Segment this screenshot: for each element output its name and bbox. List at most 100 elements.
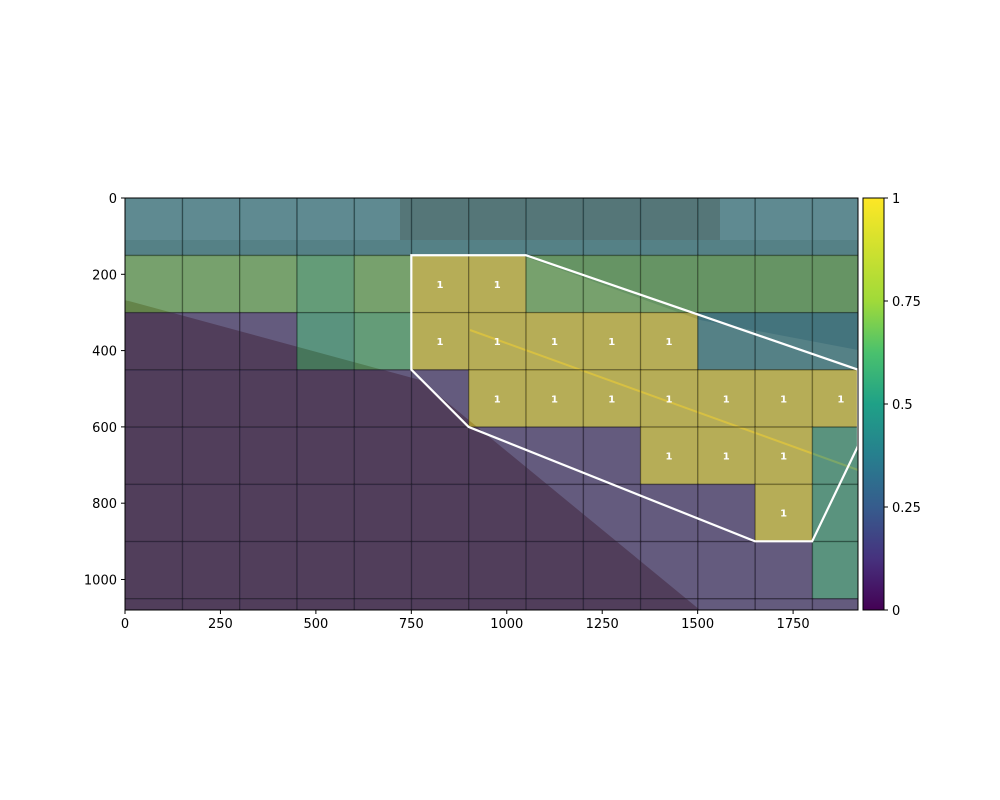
heatmap-cell [239, 540, 298, 600]
cell-label: 1 [608, 394, 615, 405]
photo-grass-slope [125, 300, 700, 610]
heatmap-cell [353, 426, 413, 486]
cell-label: 1 [837, 394, 844, 405]
heatmap-cell [410, 426, 470, 486]
y-tick-label: 600 [92, 421, 117, 436]
y-tick-label: 800 [92, 497, 117, 512]
cell-labels: 1 1 1 1 1 1 1 1 1 1 1 1 1 1 1 1 1 1 [436, 280, 844, 520]
heatmap-cell [410, 540, 470, 600]
colorbar-tick-label: 0.5 [892, 398, 913, 413]
x-tick-label: 750 [399, 617, 424, 632]
heatmap-cell [410, 198, 470, 257]
heatmap-cell [181, 426, 241, 486]
heatmap-cell [296, 483, 356, 543]
x-tick-label: 1500 [681, 617, 714, 632]
heatmap-cell [697, 426, 756, 486]
heatmap-cell [639, 426, 699, 486]
heatmap-cell [353, 598, 413, 610]
heatmap-cell [125, 426, 184, 486]
y-axis: 0 200 400 600 800 1000 [84, 192, 125, 588]
heatmap-cell [353, 369, 413, 428]
y-tick-label: 400 [92, 345, 117, 360]
heatmap-cell [181, 254, 241, 314]
heatmap-cell [353, 483, 413, 543]
heatmap-cell [639, 598, 699, 610]
cell-label: 1 [780, 509, 787, 520]
heatmap-cell [582, 369, 642, 428]
heatmap-cell [125, 369, 184, 428]
region-polygon [410, 254, 860, 543]
cell-label: 1 [666, 394, 673, 405]
heatmap-cell [639, 311, 699, 371]
heatmap-cell [296, 311, 356, 371]
heatmap-cell [410, 254, 470, 314]
heatmap-cell [582, 540, 642, 600]
cell-label: 1 [780, 394, 787, 405]
heatmap-cell [754, 311, 814, 371]
colorbar-tick-label: 1 [892, 192, 900, 207]
heatmap-cell [811, 426, 858, 486]
heatmap-cell [239, 198, 298, 257]
photo-lane-line [469, 329, 858, 471]
heatmap-cell [239, 254, 298, 314]
heatmap-cell [754, 426, 814, 486]
heatmap-cell [525, 426, 585, 486]
heatmap-cell [125, 540, 184, 600]
cell-label: 1 [666, 337, 673, 348]
heatmap-cell [353, 198, 413, 257]
heatmap-cell [239, 311, 298, 371]
cell-label: 1 [436, 337, 443, 348]
colorbar [862, 197, 885, 611]
x-axis: 0 250 500 750 1000 1250 1500 1750 [121, 610, 810, 632]
photo-lot [520, 255, 858, 350]
heatmap-cell [296, 198, 356, 257]
heatmap-cell [639, 198, 699, 257]
heatmap-cell [697, 483, 756, 543]
heatmap-cell [353, 254, 413, 314]
heatmap-cell [697, 598, 756, 610]
heatmap-cell [353, 540, 413, 600]
colorbar-tick-label: 0.25 [892, 501, 921, 516]
colorbar-tick-label: 0.75 [892, 295, 921, 310]
colorbar-tick-label: 0 [892, 604, 900, 619]
cell-label: 1 [551, 337, 558, 348]
heatmap-cell [468, 254, 527, 314]
heatmap-cell [125, 598, 184, 610]
heatmap-cell [697, 311, 756, 371]
heatmap-cell [811, 598, 858, 610]
heatmap-cell [410, 311, 470, 371]
heatmap-cell [754, 369, 814, 428]
heatmap-cell [468, 369, 527, 428]
y-tick-label: 200 [92, 268, 117, 283]
heatmap-cell [239, 369, 298, 428]
x-tick-label: 250 [208, 617, 233, 632]
heatmap-cell [125, 483, 184, 543]
heatmap-cell [582, 483, 642, 543]
heatmap-cell [754, 254, 814, 314]
heatmap-cell [296, 254, 356, 314]
photo-road [125, 240, 858, 610]
heatmap-cell [811, 254, 858, 314]
heatmap-cell [639, 483, 699, 543]
x-tick-label: 0 [121, 617, 129, 632]
heatmap-cell [525, 483, 585, 543]
x-tick-label: 500 [303, 617, 328, 632]
heatmap-cell [468, 540, 527, 600]
cell-label: 1 [494, 337, 501, 348]
heatmap-cell [181, 598, 241, 610]
heatmap-cell [181, 311, 241, 371]
cell-label: 1 [666, 452, 673, 463]
cell-label: 1 [551, 394, 558, 405]
x-tick-label: 1750 [777, 617, 810, 632]
heatmap-cell [754, 598, 814, 610]
heatmap-cell [754, 198, 814, 257]
heatmap-cell [639, 540, 699, 600]
heatmap-cell [125, 311, 184, 371]
heatmap-cell [468, 598, 527, 610]
heatmap-cell [239, 426, 298, 486]
heatmap-cell [697, 198, 756, 257]
heatmap-cell [181, 198, 241, 257]
heatmap-cell [697, 254, 756, 314]
heatmap-cell [811, 311, 858, 371]
heatmap-cell [468, 483, 527, 543]
